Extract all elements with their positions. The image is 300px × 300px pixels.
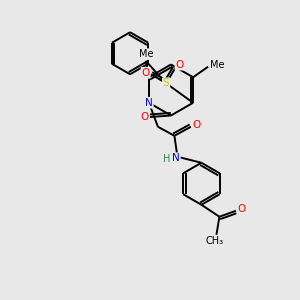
Text: O: O <box>140 112 149 122</box>
Text: O: O <box>237 204 245 214</box>
Text: Me: Me <box>139 49 153 59</box>
Text: CH₃: CH₃ <box>206 236 224 246</box>
Text: O: O <box>192 120 200 130</box>
Text: N: N <box>145 98 153 108</box>
Text: S: S <box>163 78 169 88</box>
Text: H: H <box>163 154 171 164</box>
Text: Me: Me <box>210 60 225 70</box>
Text: O: O <box>176 60 184 70</box>
Text: O: O <box>142 68 150 78</box>
Text: N: N <box>172 153 180 163</box>
